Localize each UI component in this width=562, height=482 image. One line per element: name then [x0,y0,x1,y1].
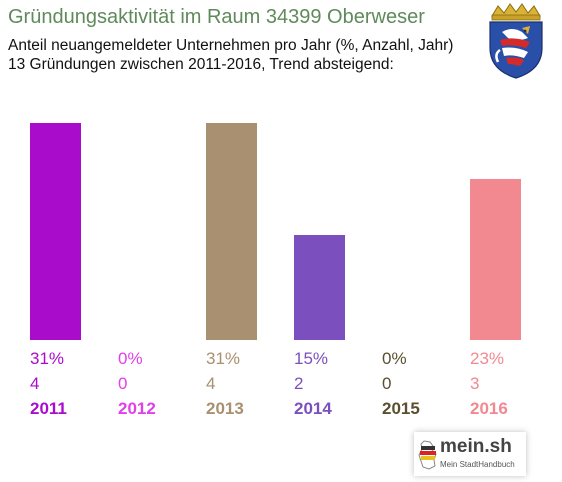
logo-tagline: Mein StadtHandbuch [440,460,515,469]
count-label-2014: 2 [294,374,303,393]
year-label-2016: 2016 [470,399,508,418]
percent-label-2011: 31% [30,349,64,368]
germany-map-icon [418,440,437,470]
year-label-2015: 2015 [382,399,420,418]
year-label-2014: 2014 [294,399,332,418]
subtitle-line-2: 13 Gründungen zwischen 2011-2016, Trend … [8,56,394,73]
percent-label-2012: 0% [118,349,143,368]
year-label-2013: 2013 [206,399,244,418]
bar-2013 [206,123,257,340]
chart-title: Gründungsaktivität im Raum 34399 Oberwes… [8,6,425,28]
percent-label-2013: 31% [206,349,240,368]
count-label-2015: 0 [382,374,391,393]
bar-2016 [470,179,521,340]
count-label-2011: 4 [30,374,39,393]
year-label-2012: 2012 [118,399,156,418]
year-label-2011: 2011 [30,399,67,418]
count-label-2012: 0 [118,374,127,393]
bar-2014 [294,235,345,340]
percent-label-2015: 0% [382,349,407,368]
mein-sh-logo: mein.sh Mein StadtHandbuch [414,432,526,476]
count-label-2016: 3 [470,374,479,393]
count-label-2013: 4 [206,374,215,393]
chart-subtitle: Anteil neuangemeldeter Unternehmen pro J… [8,36,453,74]
logo-brand: mein.sh [440,436,512,457]
hesse-lion-coat-of-arms-icon [478,2,554,80]
percent-label-2016: 23% [470,349,504,368]
bar-2011 [30,123,81,340]
percent-label-2014: 15% [294,349,328,368]
subtitle-line-1: Anteil neuangemeldeter Unternehmen pro J… [8,37,454,54]
